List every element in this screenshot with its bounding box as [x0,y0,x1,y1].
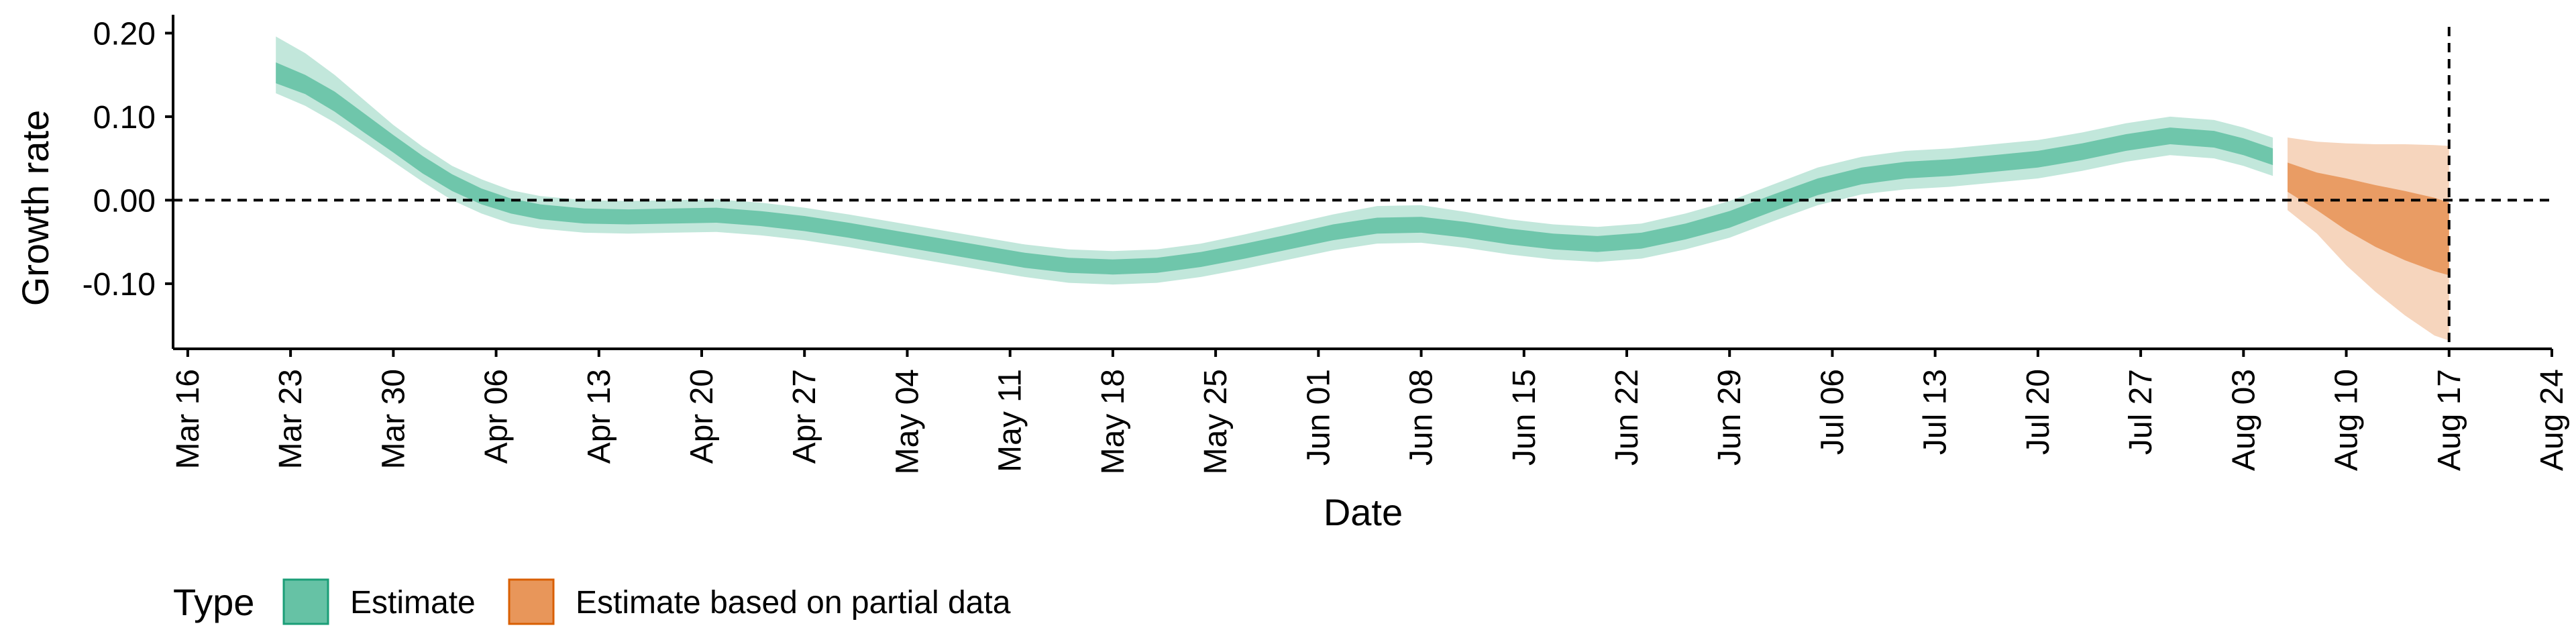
x-tick-label: May 25 [1198,369,1234,474]
x-tick-label: Aug 03 [2226,369,2261,471]
x-tick-label: Aug 24 [2534,369,2570,471]
legend-title: Type [173,581,254,623]
x-tick-label: May 04 [890,369,925,474]
x-tick-label: Jun 15 [1507,369,1542,466]
y-tick-label: -0.10 [83,267,156,303]
x-axis-title: Date [1324,491,1403,533]
x-tick-label: Jun 08 [1404,369,1440,466]
x-tick-label: Aug 10 [2329,369,2365,471]
x-tick-label: Apr 13 [582,369,617,464]
x-tick-label: Jul 13 [1918,369,1953,455]
plot-area [173,27,2552,349]
x-tick-label: Jun 01 [1301,369,1336,466]
inner-band-estimate [276,62,2273,275]
y-tick-label: 0.10 [93,100,156,136]
x-tick-label: Mar 30 [376,369,411,469]
legend: Type Estimate Estimate based on partial … [173,578,1011,625]
legend-label-partial: Estimate based on partial data [576,585,1011,621]
y-tick-label: 0.20 [93,16,156,52]
x-tick-label: Mar 16 [170,369,206,469]
x-tick-label: Jul 20 [2021,369,2056,455]
x-tick-label: May 11 [993,369,1028,472]
x-tick-label: Apr 27 [787,369,822,464]
axes: 0.20 0.10 0.00 -0.10 Mar 16 Mar 23 Mar 30 Apr 0… [83,15,2570,474]
x-tick-label: Jun 29 [1712,369,1748,466]
x-tick-label: Jul 27 [2123,369,2159,455]
x-tick-label: Apr 20 [684,369,720,464]
x-tick-label: Aug 17 [2432,369,2467,471]
x-tick-label: Mar 23 [273,369,309,469]
x-tick-label: Jun 22 [1609,369,1645,466]
legend-swatch-estimate [282,578,329,625]
legend-swatch-partial [508,578,555,625]
x-tick-label: May 18 [1095,369,1131,474]
y-tick-label: 0.00 [93,183,156,219]
legend-label-estimate: Estimate [350,585,476,621]
inner-band-partial [2288,162,2449,276]
y-axis-title: Growth rate [14,110,56,307]
x-tick-label: Jul 06 [1815,369,1850,455]
x-tick-label: Apr 06 [479,369,515,464]
